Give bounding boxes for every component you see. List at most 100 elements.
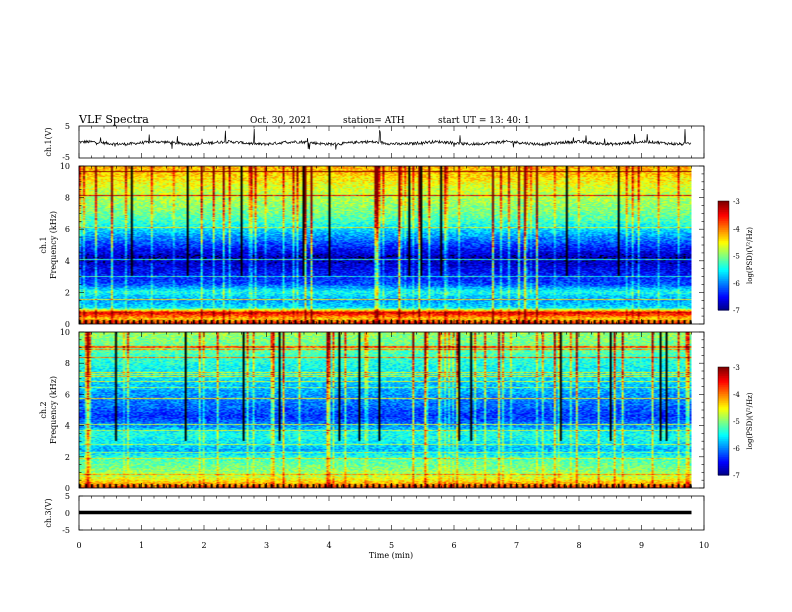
colorbar-swatch [718,446,729,449]
colorbar-label: log(PSD)(V²/Hz) [746,392,754,449]
colorbar-swatch [718,286,729,289]
colorbar-swatch [718,219,729,222]
colorbar-swatch [718,462,729,465]
colorbar-swatch [718,206,729,209]
colorbar-swatch [718,453,729,456]
colorbar-swatch [718,433,729,436]
colorbar-tick-label: -6 [733,280,740,288]
colorbar-swatch [718,248,729,251]
colorbar-swatch [718,237,729,240]
ch3-waveform-panel: 5 0 -5 ch.3(V) 0 1 2 3 4 5 6 7 8 9 10 Time (min) [44,492,709,560]
colorbar-swatch [718,401,729,404]
time-tick-label: 3 [264,541,269,550]
colorbar-swatch [718,291,729,295]
time-tick-label: 6 [451,541,456,550]
ch1-colorbar: -3 -4 -5 -6 -7 log(PSD)(V²/Hz) [717,198,754,315]
colorbar-swatch [718,264,729,267]
colorbar-swatch [718,469,729,472]
date-label: Oct. 30, 2021 [250,116,312,126]
colorbar-swatch [718,385,729,388]
colorbar-swatch [718,304,729,307]
colorbar-swatch [718,422,729,426]
time-tick-label: 8 [576,541,581,550]
ch3-waveform-ylabel: ch.3(V) [44,498,53,527]
colorbar-swatch [718,457,729,460]
colorbar-swatch [718,406,729,409]
colorbar-swatch [718,210,729,213]
freq-tick-label: 10 [60,328,70,337]
colorbar-swatch [718,220,729,224]
colorbar-swatch [718,297,729,300]
colorbar-swatch [718,308,729,311]
time-axis-label: Time (min) [369,551,413,560]
colorbar-swatch [718,404,729,408]
ch2-freq-label-b: Frequency (kHz) [49,376,58,444]
freq-tick-label: 8 [65,194,70,203]
colorbar-swatch [718,204,729,208]
colorbar-swatch [718,379,729,382]
colorbar-swatch [718,201,729,204]
colorbar-swatch [718,244,729,248]
ch1-ytick-top: 5 [65,122,70,131]
time-tick-label: 0 [76,541,81,550]
colorbar-swatch [718,449,729,453]
colorbar-swatch [718,293,729,297]
colorbar-swatch [718,466,729,469]
ch2-spectrogram-image [79,332,692,488]
colorbar-swatch [718,231,729,235]
colorbar-label: log(PSD)(V²/Hz) [746,227,754,284]
colorbar-swatch [718,271,729,275]
colorbar-tick-label: -5 [733,253,740,261]
colorbar-tick-label: -7 [733,307,740,315]
colorbar-frame [717,200,730,311]
time-tick-label: 5 [389,541,394,550]
colorbar-swatch [718,228,729,231]
colorbar-swatch [718,381,729,384]
colorbar-swatch [718,388,729,391]
colorbar-swatch [718,392,729,395]
colorbar-swatch [718,300,729,304]
freq-tick-label: 6 [65,390,70,399]
ch2-channel-label: ch.2 [39,401,48,418]
colorbar-swatch [718,277,729,280]
colorbar-swatch [718,376,729,379]
freq-tick-label: 6 [65,225,70,234]
ch2-channel-label-a: ch.2 [39,401,48,418]
colorbar-swatch [718,239,729,242]
ch2-freq-label: Frequency (kHz) [49,376,58,444]
colorbar-swatch [718,448,729,451]
colorbar-swatch [718,224,729,228]
colorbar-swatch [718,383,729,386]
freq-tick-label: 2 [65,288,70,297]
colorbar-swatch [718,302,729,306]
colorbar-swatch [718,246,729,249]
ch1-ytick-bottom: -5 [62,153,70,162]
colorbar-swatch [718,435,729,438]
ch1-waveform-panel: 5 -5 ch.1(V) [44,122,705,162]
time-tick-label: 1 [139,541,144,550]
ch2-colorbar: -3 -4 -5 -6 -7 log(PSD)(V²/Hz) [717,364,754,480]
colorbar-swatch [718,471,729,474]
ch1-waveform-xticks [78,126,705,158]
colorbar-swatch [718,431,729,435]
colorbar-swatch [718,251,729,255]
colorbar-tick-label: -4 [733,391,740,399]
colorbar-swatch [718,213,729,217]
freq-tick-label: 4 [65,257,70,266]
time-tick-label: 10 [699,541,709,550]
colorbar-swatch [718,211,729,215]
colorbar-swatch [718,288,729,291]
colorbar-swatch [718,437,729,440]
colorbar-swatch [718,460,729,463]
colorbar-swatch [718,215,729,218]
colorbar-swatch [718,410,729,413]
colorbar-tick-label: -4 [733,225,740,233]
colorbar-swatch [718,455,729,458]
colorbar-swatch [718,408,729,411]
colorbar-swatch [718,421,729,424]
colorbar-swatch [718,464,729,467]
ch1-channel-label-a: ch.1 [39,236,48,253]
time-tick-label: 2 [201,541,206,550]
colorbar-swatch [718,424,729,427]
colorbar-swatch [718,255,729,258]
